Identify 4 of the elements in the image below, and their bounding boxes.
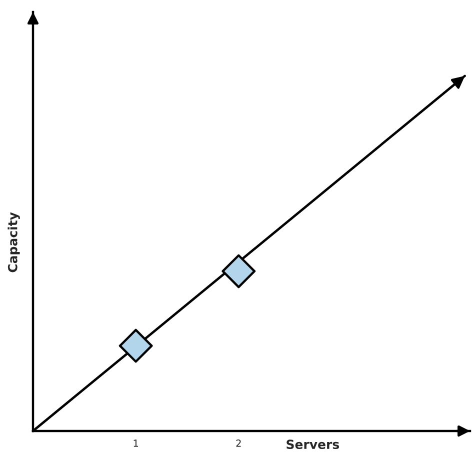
y-axis-title: Capacity	[8, 212, 20, 272]
x-tick-label: 2	[236, 440, 241, 447]
x-axis-title: Servers	[286, 440, 340, 450]
x-tick-label: 1	[134, 440, 138, 447]
